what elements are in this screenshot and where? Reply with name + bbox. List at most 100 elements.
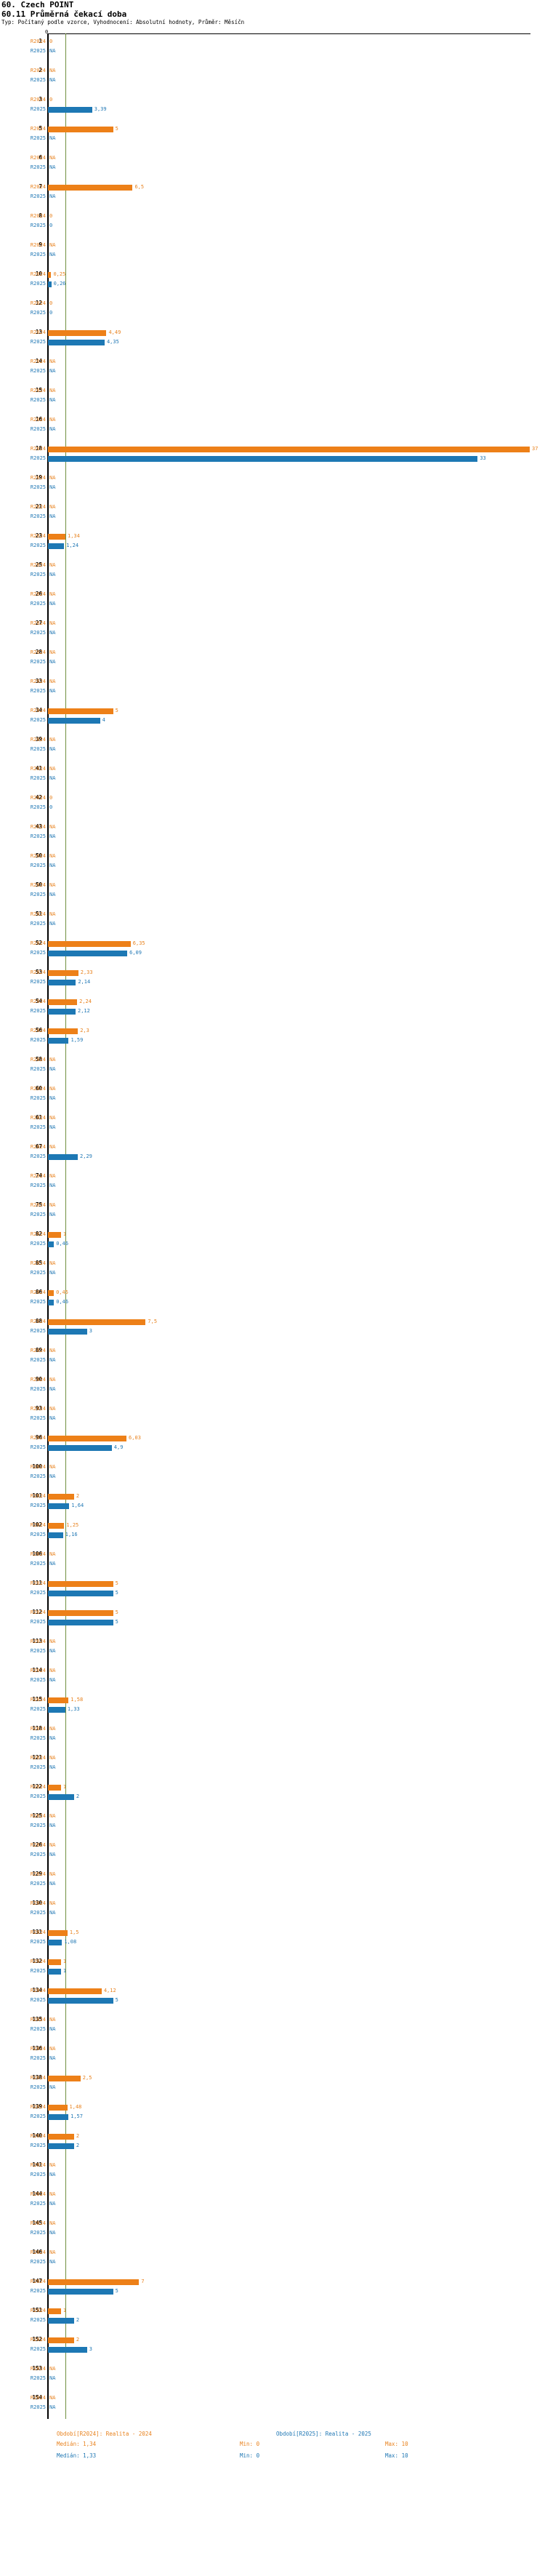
series-name: R2025 [30,2172,46,2177]
series-row: R2024 2,5 [0,2074,545,2082]
bar-value-label: NA [49,1386,56,1392]
category-label: 85 [35,1260,42,1266]
bar-value-label: 2,12 [77,1008,90,1014]
series-name: R2024 [30,300,46,306]
bar-value-label: NA [49,1668,56,1673]
bar [48,1532,63,1538]
series-name: R2024 [30,708,46,713]
stats-row-2025: Medián: 1,33 Min: 0 Max: 10 [0,2452,545,2463]
series-name: R2024 [30,417,46,423]
category-label: 141 [32,2161,42,2168]
bar-value-label: 2 [76,1493,80,1499]
category-label: 28 [35,649,42,655]
series-name: R2025 [30,2055,46,2061]
bar-value-label: NA [49,2055,56,2061]
series-row: R2025 NA [0,513,545,521]
category-label: 1 [39,38,42,44]
category-label: 100 [32,1463,42,1470]
category-label: 3 [39,96,42,103]
series-row: R2025 1,33 [0,1705,545,1713]
series-row: R2025 NA [0,425,545,433]
bar-value-label: NA [49,193,56,199]
bar-value-label: 0 [49,795,53,801]
series-row: R2024 NA [0,1667,545,1675]
series-row: R2025 3 [0,2345,545,2353]
series-row: R2024 1 [0,1958,545,1966]
bar [48,1444,112,1451]
series-row: R2025 NA [0,920,545,928]
bar-value-label: NA [49,2249,56,2255]
series-row: R2024 NA [0,736,545,744]
chart-top-rule [47,33,530,34]
bar-value-label: NA [49,591,56,597]
bar-value-label: NA [49,1881,56,1887]
bar-value-label: NA [49,2017,56,2023]
bar-value-label: NA [49,1871,56,1877]
series-name: R2025 [30,2404,46,2410]
series-row: R2024 NA [0,1754,545,1762]
series-name: R2025 [30,1648,46,1654]
series-name: R2025 [30,659,46,665]
series-name: R2024 [30,591,46,597]
series-name: R2025 [30,1415,46,1421]
series-name: R2024 [30,1115,46,1121]
category-label: 96 [35,1434,42,1441]
bar-value-label: NA [49,77,56,83]
series-name: R2024 [30,1377,46,1383]
category-label: 112 [32,1609,42,1615]
series-name: R2024 [30,2191,46,2197]
series-row: R2025 NA [0,891,545,899]
chart-group: 85 R2024 NA R2025 NA [0,1255,545,1284]
bar-value-label: NA [49,155,56,161]
series-name: R2025 [30,1299,46,1305]
bar-value-label: 1,33 [67,1706,80,1712]
series-row: R2025 NA [0,2171,545,2179]
bar-value-label: NA [49,1357,56,1363]
category-label: 93 [35,1405,42,1412]
bar [48,2104,68,2111]
chart-group: 125 R2024 NA R2025 NA [0,1808,545,1837]
bar-value-label: NA [49,1735,56,1741]
bar-value-label: NA [49,1095,56,1101]
report-subtitle: Typ: Počítaný podle vzorce, Vyhodnocení:… [1,19,245,25]
bar [48,1988,102,1994]
series-row: R2025 NA [0,687,545,695]
series-row: R2024 6,5 [0,183,545,191]
series-name: R2024 [30,329,46,335]
bar-value-label: 3 [89,2346,92,2352]
series-row: R2025 NA [0,571,545,579]
series-name: R2024 [30,1726,46,1732]
series-row: R2025 NA [0,1473,545,1481]
series-name: R2024 [30,853,46,859]
series-name: R2024 [30,2220,46,2226]
series-name: R2025 [30,1735,46,1741]
bar-value-label: NA [49,1648,56,1654]
bar-value-label: NA [49,1348,56,1353]
series-row: R2024 2 [0,2132,545,2140]
series-name: R2025 [30,2084,46,2090]
series-name: R2025 [30,48,46,54]
bar-value-label: NA [49,1764,56,1770]
series-row: R2025 NA [0,164,545,172]
category-label: 12 [35,300,42,306]
chart-group: 26 R2024 NA R2025 NA [0,586,545,615]
bar [48,1435,127,1441]
series-name: R2025 [30,1764,46,1770]
category-label: 130 [32,1900,42,1906]
series-name: R2024 [30,1289,46,1295]
category-label: 74 [35,1172,42,1179]
chart-group: 82 R2024 1 R2025 0,46 [0,1226,545,1255]
bar-value-label: NA [49,484,56,490]
series-row: R2024 NA [0,591,545,599]
bar-value-label: NA [49,2230,56,2236]
category-label: 67 [35,1143,42,1150]
bar-value-label: 2 [76,2337,80,2343]
bar-value-label: NA [49,1115,56,1121]
series-name: R2025 [30,1910,46,1916]
bar-value-label: NA [49,1813,56,1819]
bar-value-label: 1,16 [65,1532,78,1537]
series-row: R2024 2,3 [0,1027,545,1035]
bar-value-label: 1,24 [66,543,79,548]
series-row: R2024 NA [0,1841,545,1849]
series-name: R2024 [30,242,46,248]
